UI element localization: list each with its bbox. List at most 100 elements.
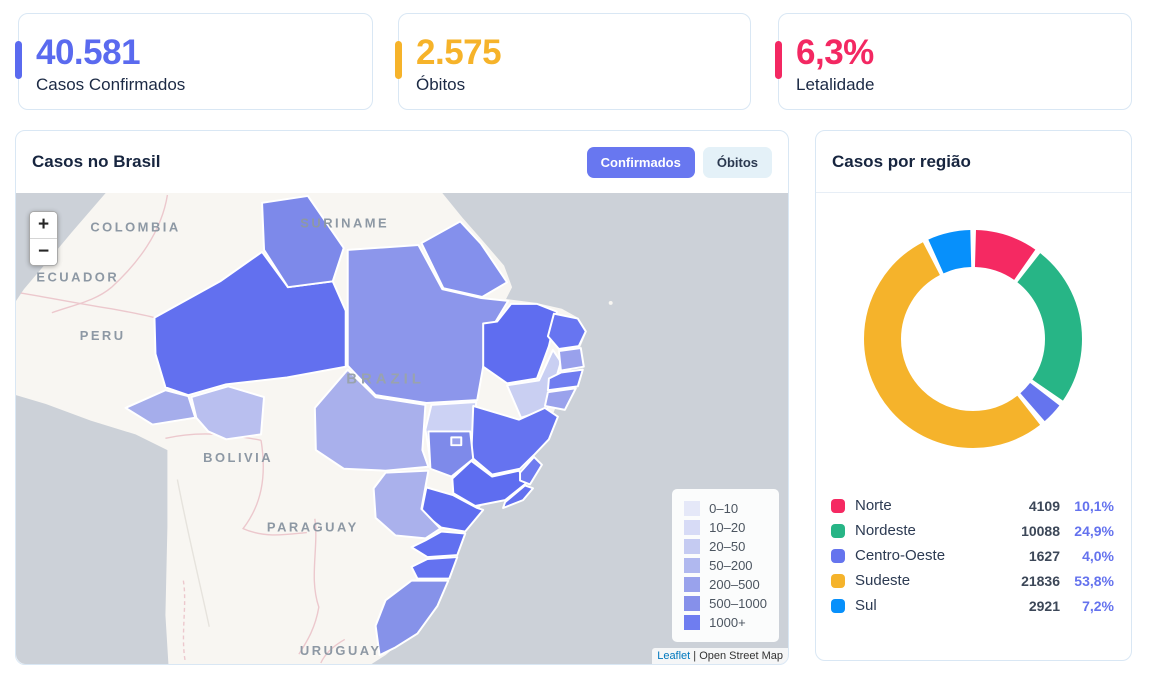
region-donut-chart[interactable] (862, 228, 1084, 450)
state-amazonas (153, 250, 347, 397)
island-dot (608, 300, 613, 305)
legend-swatch (684, 539, 701, 554)
region-value: 1627 (1028, 547, 1060, 564)
map-card: Casos no Brasil Confirmados Óbitos (15, 130, 789, 665)
legend-row: 0–10 (684, 499, 767, 518)
legend-row: 10–20 (684, 518, 767, 537)
confirmados-toggle-button[interactable]: Confirmados (586, 146, 695, 178)
region-card: Casos por região Norte 4109 10,1% Nordes… (815, 130, 1132, 661)
stat-label-confirmados: Casos Confirmados (36, 75, 186, 94)
state-bahia (470, 404, 559, 476)
state-rn-paraiba (557, 347, 585, 372)
region-name: Sul (855, 597, 877, 614)
label-ecuador: ECUADOR (36, 269, 119, 284)
legend-row: 50–200 (684, 556, 767, 575)
region-row-centro-oeste: Centro-Oeste 1627 4,0% (831, 543, 1114, 568)
state-acre (124, 389, 197, 426)
state-rio-grande-do-sul (374, 579, 450, 657)
region-legend: Norte 4109 10,1% Nordeste 10088 24,9% Ce… (831, 493, 1114, 618)
legend-label: 50–200 (709, 558, 753, 573)
country-borders (20, 194, 346, 664)
state-mato-grosso (313, 368, 430, 472)
label-suriname: SURINAME (300, 215, 389, 230)
state-santa-catarina (410, 556, 459, 580)
region-swatch (831, 523, 845, 538)
donut-segment-nordeste[interactable] (864, 230, 1082, 448)
state-df (450, 436, 463, 447)
stat-value-confirmados: 40.581 (36, 33, 141, 72)
legend-label: 20–50 (709, 539, 746, 554)
region-pct: 4,0% (1082, 547, 1114, 564)
legend-swatch (684, 501, 701, 516)
region-value: 21836 (1021, 572, 1060, 589)
legend-swatch (684, 577, 701, 592)
region-swatch (831, 498, 845, 513)
state-parana (410, 530, 467, 559)
state-mato-grosso-do-sul (372, 469, 442, 540)
legend-row: 500–1000 (684, 594, 767, 613)
region-pct: 10,1% (1074, 497, 1114, 514)
region-row-nordeste: Nordeste 10088 24,9% (831, 518, 1114, 543)
brazil-choropleth-map[interactable]: COLOMBIA ECUADOR PERU SURINAME BRAZIL BO… (16, 193, 788, 664)
state-roraima (261, 194, 345, 289)
region-value: 4109 (1028, 497, 1060, 514)
legend-label: 0–10 (709, 501, 739, 516)
region-name: Nordeste (855, 522, 916, 539)
legend-row: 200–500 (684, 575, 767, 594)
legend-swatch (684, 520, 701, 535)
label-colombia: COLOMBIA (90, 219, 180, 234)
state-espirito-santo (519, 455, 543, 486)
label-bolivia: BOLIVIA (203, 450, 273, 465)
region-card-title: Casos por região (832, 151, 971, 171)
region-row-sul: Sul 2921 7,2% (831, 593, 1114, 618)
andes-border (176, 479, 210, 627)
map-zoom-control: + − (29, 211, 58, 266)
zoom-in-button[interactable]: + (30, 212, 57, 239)
legend-swatch (684, 596, 701, 611)
osm-attribution: Open Street Map (699, 650, 783, 662)
leaflet-map[interactable]: COLOMBIA ECUADOR PERU SURINAME BRAZIL BO… (16, 193, 788, 664)
legend-label: 200–500 (709, 577, 760, 592)
attribution-separator: | (693, 650, 697, 662)
legend-label: 500–1000 (709, 596, 767, 611)
label-paraguay: PARAGUAY (267, 520, 359, 535)
accent-bar (775, 41, 782, 79)
donut-segment-sudeste[interactable] (864, 230, 1082, 448)
brazil-states[interactable] (124, 194, 587, 657)
label-uruguay: URUGUAY (300, 643, 382, 658)
state-amapa (420, 220, 509, 298)
region-name: Norte (855, 497, 892, 514)
state-pernambuco (546, 368, 584, 392)
leaflet-link[interactable]: Leaflet (657, 650, 691, 662)
region-card-header: Casos por região (816, 131, 1131, 193)
legend-row: 1000+ (684, 613, 767, 632)
stat-label-obitos: Óbitos (416, 75, 466, 94)
accent-bar (15, 41, 22, 79)
legend-label: 1000+ (709, 615, 746, 630)
map-card-title: Casos no Brasil (32, 152, 161, 171)
legend-label: 10–20 (709, 520, 746, 535)
legend-swatch (684, 558, 701, 573)
label-peru: PERU (80, 328, 126, 343)
state-ceara (546, 312, 587, 350)
region-swatch (831, 573, 845, 588)
state-alagoas-sergipe (543, 387, 577, 411)
region-pct: 53,8% (1074, 572, 1114, 589)
country-label-group: COLOMBIA ECUADOR PERU SURINAME BRAZIL BO… (36, 215, 421, 658)
map-attribution: Leaflet | Open Street Map (652, 648, 788, 664)
obitos-toggle-button[interactable]: Óbitos (702, 146, 772, 178)
stat-value-obitos: 2.575 (416, 33, 502, 72)
stat-label-letalidade: Letalidade (796, 75, 875, 94)
state-rondonia (190, 385, 266, 441)
stat-value-letalidade: 6,3% (796, 33, 874, 72)
accent-bar (395, 41, 402, 79)
map-card-header: Casos no Brasil Confirmados Óbitos (16, 131, 788, 193)
region-value: 10088 (1021, 522, 1060, 539)
legend-row: 20–50 (684, 537, 767, 556)
region-name: Sudeste (855, 572, 911, 589)
zoom-out-button[interactable]: − (30, 239, 57, 265)
region-pct: 7,2% (1082, 597, 1114, 614)
region-value: 2921 (1028, 597, 1060, 614)
stat-card-obitos: 2.575 Óbitos (395, 13, 751, 110)
